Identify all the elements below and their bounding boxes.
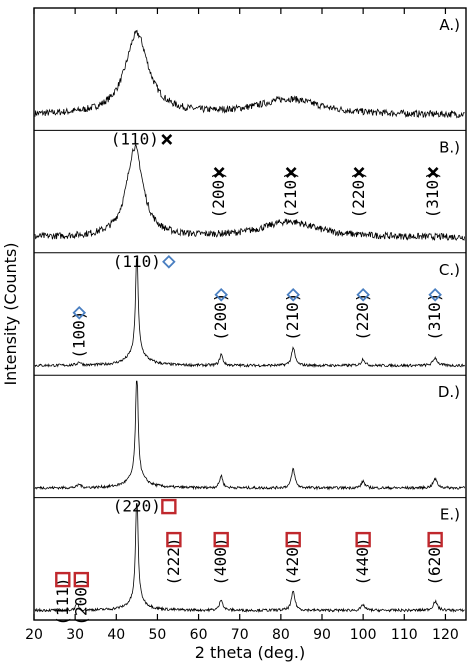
peak-label: (220) <box>113 497 161 516</box>
trace-panel-3 <box>34 258 465 369</box>
peak-label: (200) <box>71 577 90 625</box>
peak-indexing: (110) (200) (210) (220) (310) (100) (110) (200)… <box>53 129 444 625</box>
cross-marker <box>161 133 173 145</box>
square-marker <box>166 531 182 548</box>
diamond-marker <box>356 288 370 302</box>
panel-label: D.) <box>438 383 460 401</box>
diamond-marker <box>286 288 300 302</box>
x-tick-label: 50 <box>149 627 167 643</box>
x-tick-label: 70 <box>231 627 249 643</box>
trace-panel-2 <box>34 143 465 241</box>
square-marker <box>355 531 371 548</box>
diffraction-traces <box>34 29 465 614</box>
x-tick-label: 100 <box>350 627 377 643</box>
peak-label: (220) <box>353 293 372 341</box>
peak-label: (420) <box>283 537 302 585</box>
diamond-marker <box>428 288 442 302</box>
square-marker <box>285 531 301 548</box>
cross-marker <box>353 166 365 178</box>
trace-panel-4 <box>34 380 465 491</box>
square-marker <box>427 531 443 548</box>
square-marker <box>213 531 229 548</box>
peak-label: (400) <box>211 537 230 585</box>
cross-marker <box>285 166 297 178</box>
diamond-marker <box>162 255 176 269</box>
x-tick-label: 110 <box>391 627 418 643</box>
peak-label: (440) <box>353 537 372 585</box>
x-tick-label: 90 <box>313 627 331 643</box>
peak-label: (110) <box>111 129 159 148</box>
peak-label: (222) <box>164 537 183 585</box>
panel-label: B.) <box>439 138 460 156</box>
peak-label: (111) <box>53 577 72 625</box>
y-axis-title: Intensity (Counts) <box>1 242 20 385</box>
panel-label: C.) <box>439 261 460 279</box>
panel-label: A.) <box>439 16 460 34</box>
peak-label: (220) <box>349 170 368 218</box>
x-axis-title: 2 theta (deg.) <box>195 643 305 662</box>
diamond-marker <box>72 306 87 320</box>
cross-marker <box>213 166 225 178</box>
peak-label: (200) <box>209 170 228 218</box>
peak-label: (620) <box>425 537 444 585</box>
panel-labels: A.) B.) C.) D.) E.) <box>438 16 460 524</box>
peak-label: (210) <box>281 170 300 218</box>
peak-label: (310) <box>423 170 442 218</box>
square-marker <box>73 571 90 588</box>
x-axis: 20 30 40 50 60 70 80 90 100 110 120 <box>25 8 459 643</box>
peak-label: (310) <box>425 293 444 341</box>
peak-label: (200) <box>211 293 230 341</box>
cross-marker <box>427 166 439 178</box>
x-tick-label: 60 <box>190 627 208 643</box>
panel-separators <box>34 129 466 499</box>
diamond-marker <box>214 288 228 302</box>
x-tick-label: 30 <box>66 627 84 643</box>
x-tick-label: 40 <box>107 627 125 643</box>
peak-label: (110) <box>113 252 161 271</box>
x-tick-label: 20 <box>25 627 43 643</box>
trace-panel-1 <box>34 29 465 119</box>
peak-label: (210) <box>283 293 302 341</box>
x-tick-label: 80 <box>272 627 290 643</box>
trace-panel-5 <box>34 503 465 614</box>
panel-label: E.) <box>440 506 460 524</box>
square-marker <box>55 571 71 588</box>
square-marker <box>161 498 177 515</box>
peak-label: (100) <box>69 311 88 359</box>
plot-frame <box>33 7 467 621</box>
x-tick-label: 120 <box>432 627 459 643</box>
